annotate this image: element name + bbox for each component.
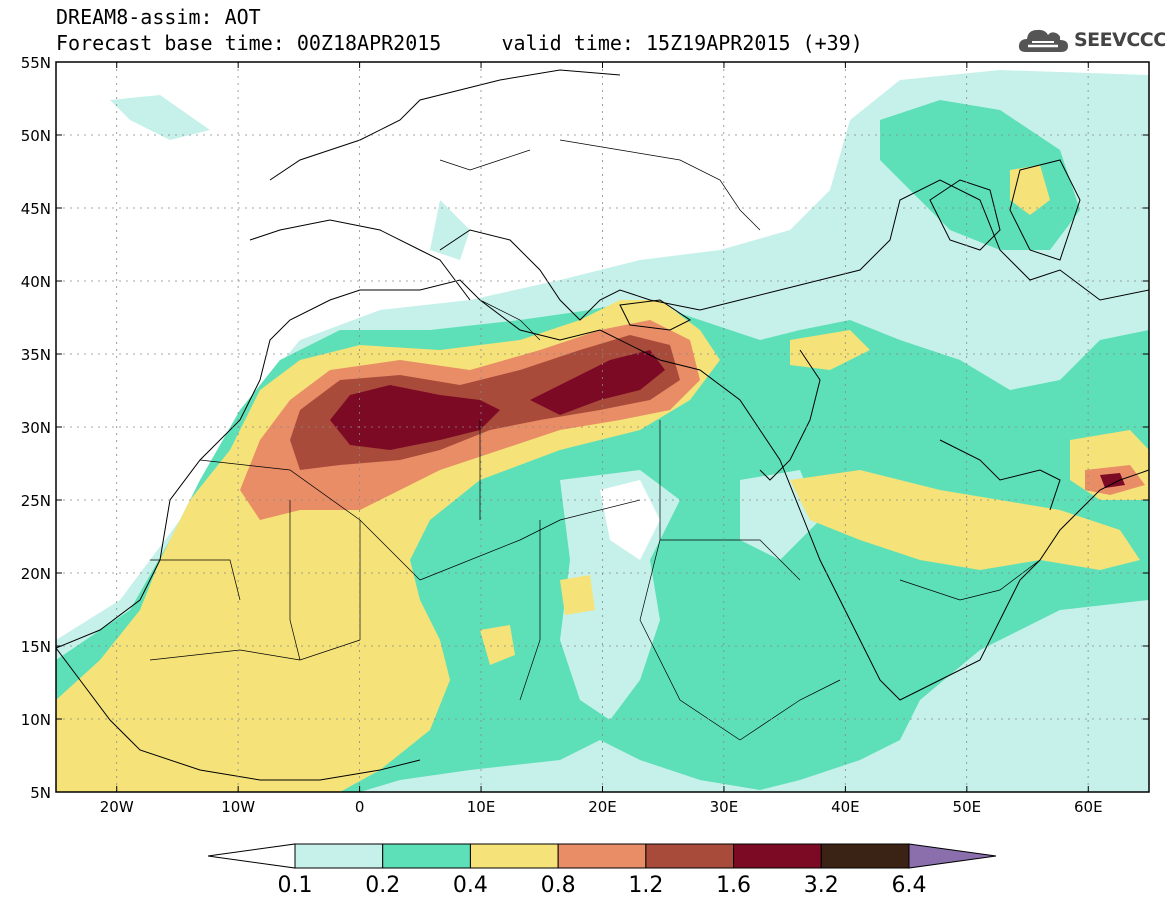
gridlines: [56, 62, 1149, 792]
aot-band-0.4g: [560, 575, 595, 615]
lat-label: 55N: [21, 54, 51, 72]
colorbar-swatch: [820, 843, 910, 869]
lat-label: 20N: [21, 565, 51, 583]
lat-label: 10N: [21, 711, 51, 729]
aot-band-0.1b: [430, 200, 470, 260]
lat-label: 50N: [21, 127, 51, 145]
aot-band-0.4d: [790, 330, 870, 370]
lon-label: 20W: [100, 798, 134, 816]
aot-band-1.6c: [1100, 473, 1125, 488]
colorbar-lower-extension: [207, 843, 296, 869]
lon-label: 30E: [710, 798, 739, 816]
colorbar-swatch: [645, 843, 735, 869]
latitude-axis: 55N 50N 45N 40N 35N 30N 25N 20N 15N 10N 5N: [21, 54, 1149, 802]
colorbar-swatch: [469, 843, 559, 869]
lon-label: 50E: [953, 798, 982, 816]
cloud-icon: [1018, 29, 1068, 52]
lat-label: 45N: [21, 200, 51, 218]
colorbar-label: 0.2: [365, 873, 400, 898]
logo-text: SEEVCCC: [1074, 29, 1165, 51]
lat-label: 40N: [21, 273, 51, 291]
seevccc-logo: SEEVCCC: [1018, 24, 1165, 56]
map-title: DREAM8-assim: AOT: [56, 5, 261, 29]
aot-band-0.4b: [790, 470, 1140, 570]
aot-colorbar: 0.1 0.2 0.4 0.8 1.2 1.6 3.2 6.4: [207, 843, 997, 898]
aot-band-0.4f: [480, 625, 515, 665]
aot-band-1.6: [330, 385, 500, 450]
colorbar-label: 0.8: [541, 873, 576, 898]
lon-label: 10E: [467, 798, 496, 816]
colorbar-swatch: [733, 843, 822, 869]
colorbar-label: 0.1: [278, 873, 313, 898]
coastlines: [56, 69, 1149, 781]
aot-band-1.6b: [530, 350, 665, 415]
lat-label: 5N: [30, 784, 51, 802]
aot-band-0.1c: [110, 95, 210, 140]
colorbar-label: 1.6: [716, 873, 751, 898]
lat-label: 15N: [21, 638, 51, 656]
lat-label: 30N: [21, 419, 51, 437]
colorbar-label: 3.2: [804, 873, 839, 898]
aot-band-0.4e: [1010, 165, 1050, 215]
longitude-axis: 20W 10W 0 10E 20E 30E 40E 50E 60E: [100, 62, 1103, 816]
map-subtitle: Forecast base time: 00Z18APR2015 valid t…: [56, 31, 863, 55]
lon-label: 0: [355, 798, 365, 816]
lon-label: 10W: [221, 798, 255, 816]
country-borders: [149, 139, 1041, 741]
colorbar-swatch: [294, 843, 384, 869]
colorbar-label: 6.4: [892, 873, 927, 898]
colorbar-upper-extension: [908, 843, 997, 869]
lon-label: 60E: [1074, 798, 1103, 816]
colorbar-label: 1.2: [628, 873, 663, 898]
lat-label: 35N: [21, 346, 51, 364]
colorbar-swatch: [382, 843, 471, 869]
colorbar-label: 0.4: [453, 873, 488, 898]
lon-label: 20E: [588, 798, 617, 816]
lon-label: 40E: [831, 798, 860, 816]
lat-label: 25N: [21, 492, 51, 510]
colorbar-swatch: [557, 843, 647, 869]
